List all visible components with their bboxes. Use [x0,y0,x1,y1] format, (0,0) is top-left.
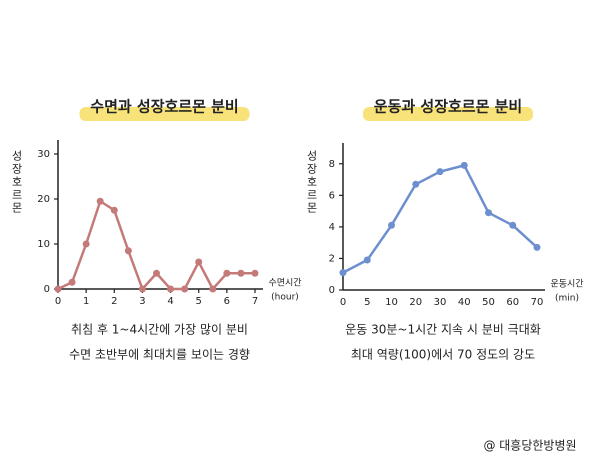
y-tick-label: 6 [329,190,335,201]
y-axis-label: 성장호르몬 [10,150,23,215]
x-tick-label: 5 [196,296,202,307]
point [509,221,517,229]
point [82,240,90,248]
caption: 수면 초반부에 최대치를 보이는 경향 [69,348,250,362]
x-tick-label: 50 [482,297,495,308]
y-tick-label: 4 [329,222,335,233]
point [251,269,259,277]
point [363,256,371,264]
point [96,197,104,205]
line [342,163,538,274]
point [388,221,395,229]
point [138,285,146,293]
x-tick-label: 2 [111,296,117,307]
y-tick-label: 30 [37,149,50,160]
point [485,209,492,217]
point [124,247,132,255]
x-axis-label: 운동시간 [550,279,583,290]
x-tick-label: 40 [458,297,471,308]
y-tick-label: 0 [44,284,50,295]
point [153,269,160,277]
x-tick-label: 3 [139,296,145,307]
point [181,285,189,293]
title-highlight [79,107,250,121]
y-axis-label: 성장호르몬 [305,150,318,215]
x-axis-unit: (min) [555,294,579,304]
point [167,285,175,293]
chart-title: 운동과 성장호르몬 분비 [374,98,522,116]
point [209,285,217,293]
chart-title: 수면과 성장호르몬 분비 [90,98,238,116]
point [237,269,245,277]
x-tick-label: 70 [531,297,544,308]
point [223,269,231,277]
x-tick-label: 1 [83,296,89,307]
point [110,206,118,214]
x-axis-label: 수면시간 [268,278,301,289]
y-tick-label: 8 [329,159,335,170]
x-tick-label: 4 [167,296,173,307]
caption: 운동 30분~1시간 지속 시 분비 극대화 [345,323,541,337]
y-tick-label: 2 [329,253,335,264]
point [460,161,468,169]
footer: @ 대흥당한방병원 [483,439,576,453]
point [54,285,62,293]
x-tick-label: 10 [385,297,398,308]
x-tick-label: 0 [340,297,346,308]
x-tick-label: 30 [434,297,447,308]
y-tick-label: 0 [329,285,335,296]
x-tick-label: 20 [409,297,422,308]
y-tick-label: 20 [37,194,50,205]
title-highlight [363,107,533,121]
point [436,168,444,176]
point [533,243,541,251]
x-tick-label: 7 [252,296,258,307]
x-tick-label: 6 [224,296,230,307]
point [195,258,203,266]
point [412,180,420,188]
point [68,278,76,286]
point [339,269,347,277]
x-tick-label: 0 [55,296,61,307]
caption: 취침 후 1~4시간에 가장 많이 분비 [71,323,248,337]
x-tick-label: 5 [364,297,370,308]
y-tick-label: 10 [37,239,50,250]
x-axis-unit: (hour) [271,293,299,303]
x-tick-label: 60 [506,297,519,308]
caption: 최대 역량(100)에서 70 정도의 강도 [351,348,535,362]
